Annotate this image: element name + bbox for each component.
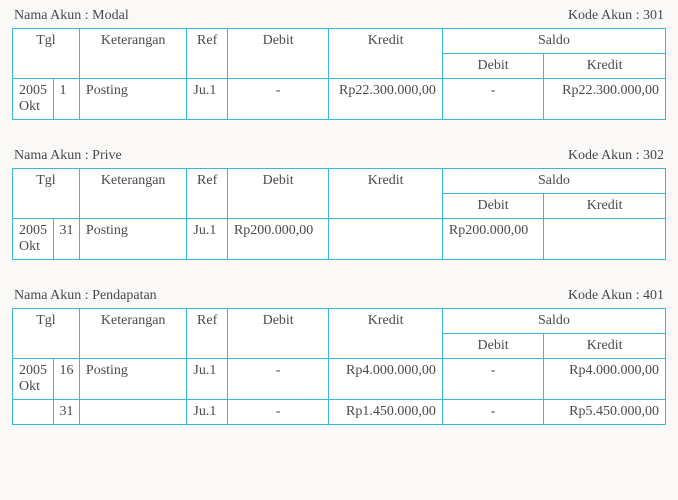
- th-ref: Ref: [187, 29, 228, 79]
- th-ref: Ref: [187, 169, 228, 219]
- cell-keterangan: Posting: [79, 79, 186, 120]
- account-code-label: Kode Akun : 302: [568, 148, 664, 164]
- cell-debit: -: [227, 79, 328, 120]
- account-block: Nama Akun : Pendapatan Kode Akun : 401 Tgl…: [12, 288, 666, 425]
- cell-saldo-kredit: [544, 219, 666, 260]
- cell-year: 2005 Okt: [13, 79, 54, 120]
- cell-saldo-debit: -: [442, 79, 543, 120]
- cell-keterangan: Posting: [79, 219, 186, 260]
- cell-ref: Ju.1: [187, 219, 228, 260]
- account-header: Nama Akun : Prive Kode Akun : 302: [12, 148, 666, 164]
- th-saldo-kredit: Kredit: [544, 54, 666, 79]
- account-code-label: Kode Akun : 301: [568, 8, 664, 24]
- account-name-label: Nama Akun : Modal: [14, 8, 129, 24]
- th-debit: Debit: [227, 169, 328, 219]
- cell-saldo-kredit: Rp4.000.000,00: [544, 359, 666, 400]
- account-name-label: Nama Akun : Pendapatan: [14, 288, 157, 304]
- ledger-row: 31Ju.1-Rp1.450.000,00-Rp5.450.000,00: [13, 400, 666, 425]
- th-saldo: Saldo: [442, 29, 665, 54]
- ledger-table: TglKeteranganRefDebitKreditSaldoDebitKre…: [12, 308, 666, 425]
- account-block: Nama Akun : Modal Kode Akun : 301 TglKeter…: [12, 8, 666, 120]
- cell-day: 16: [53, 359, 79, 400]
- th-tgl: Tgl: [13, 309, 80, 359]
- cell-kredit: Rp22.300.000,00: [329, 79, 443, 120]
- th-kredit: Kredit: [329, 309, 443, 359]
- cell-keterangan: Posting: [79, 359, 186, 400]
- ledger-row: 2005 Okt31PostingJu.1Rp200.000,00Rp200.0…: [13, 219, 666, 260]
- th-saldo-kredit: Kredit: [544, 194, 666, 219]
- cell-day: 1: [53, 79, 79, 120]
- th-saldo: Saldo: [442, 169, 665, 194]
- th-saldo-debit: Debit: [442, 334, 543, 359]
- cell-year: [13, 400, 54, 425]
- ledger-row: 2005 Okt16PostingJu.1-Rp4.000.000,00-Rp4…: [13, 359, 666, 400]
- cell-saldo-kredit: Rp22.300.000,00: [544, 79, 666, 120]
- ledger-table: TglKeteranganRefDebitKreditSaldoDebitKre…: [12, 168, 666, 260]
- account-block: Nama Akun : Prive Kode Akun : 302 TglKeter…: [12, 148, 666, 260]
- th-saldo-debit: Debit: [442, 194, 543, 219]
- cell-ref: Ju.1: [187, 400, 228, 425]
- ledger-table: TglKeteranganRefDebitKreditSaldoDebitKre…: [12, 28, 666, 120]
- th-debit: Debit: [227, 29, 328, 79]
- th-keterangan: Keterangan: [79, 309, 186, 359]
- cell-day: 31: [53, 400, 79, 425]
- cell-saldo-debit: Rp200.000,00: [442, 219, 543, 260]
- cell-debit: Rp200.000,00: [227, 219, 328, 260]
- th-saldo-debit: Debit: [442, 54, 543, 79]
- cell-saldo-kredit: Rp5.450.000,00: [544, 400, 666, 425]
- cell-year: 2005 Okt: [13, 359, 54, 400]
- th-kredit: Kredit: [329, 29, 443, 79]
- th-tgl: Tgl: [13, 29, 80, 79]
- account-name-label: Nama Akun : Prive: [14, 148, 122, 164]
- account-code-label: Kode Akun : 401: [568, 288, 664, 304]
- cell-day: 31: [53, 219, 79, 260]
- th-ref: Ref: [187, 309, 228, 359]
- account-header: Nama Akun : Pendapatan Kode Akun : 401: [12, 288, 666, 304]
- th-saldo-kredit: Kredit: [544, 334, 666, 359]
- ledger-row: 2005 Okt1PostingJu.1-Rp22.300.000,00-Rp2…: [13, 79, 666, 120]
- th-debit: Debit: [227, 309, 328, 359]
- cell-saldo-debit: -: [442, 400, 543, 425]
- cell-saldo-debit: -: [442, 359, 543, 400]
- cell-kredit: Rp1.450.000,00: [329, 400, 443, 425]
- th-keterangan: Keterangan: [79, 169, 186, 219]
- cell-ref: Ju.1: [187, 79, 228, 120]
- cell-ref: Ju.1: [187, 359, 228, 400]
- th-keterangan: Keterangan: [79, 29, 186, 79]
- th-saldo: Saldo: [442, 309, 665, 334]
- cell-year: 2005 Okt: [13, 219, 54, 260]
- cell-keterangan: [79, 400, 186, 425]
- th-tgl: Tgl: [13, 169, 80, 219]
- account-header: Nama Akun : Modal Kode Akun : 301: [12, 8, 666, 24]
- th-kredit: Kredit: [329, 169, 443, 219]
- cell-kredit: [329, 219, 443, 260]
- cell-kredit: Rp4.000.000,00: [329, 359, 443, 400]
- cell-debit: -: [227, 400, 328, 425]
- cell-debit: -: [227, 359, 328, 400]
